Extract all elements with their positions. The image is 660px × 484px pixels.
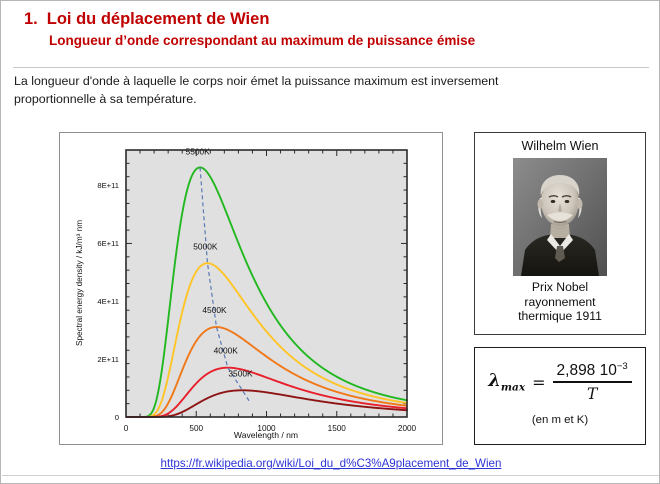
curve-4000K bbox=[125, 366, 408, 418]
plot-frame bbox=[125, 149, 408, 418]
curve-label-3500K: 3500K bbox=[228, 368, 253, 378]
body-line-2: proportionnelle à sa température. bbox=[14, 91, 197, 106]
wien-peak-locus bbox=[199, 167, 251, 404]
title-text: Loi du déplacement de Wien bbox=[46, 10, 270, 28]
x-axis-tick-labels: 0 500 1000 1500 2000 bbox=[124, 424, 417, 433]
fraction-denominator: T bbox=[586, 385, 598, 404]
wikipedia-source-link[interactable]: https://fr.wikipedia.org/wiki/Loi_du_d%C… bbox=[160, 457, 502, 470]
fraction-numerator: 2,898 10−3 bbox=[553, 362, 632, 380]
x-tick-label: 500 bbox=[189, 424, 203, 433]
curve-label-4500K: 4500K bbox=[202, 305, 227, 315]
y-axis-tick-labels: 0 2E+11 4E+11 6E+11 8E+11 bbox=[97, 181, 119, 422]
source-link-container: https://fr.wikipedia.org/wiki/Loi_du_d%C… bbox=[1, 454, 660, 472]
body-paragraph: La longueur d'onde à laquelle le corps n… bbox=[14, 73, 648, 109]
wilhelm-wien-card: Wilhelm Wien bbox=[474, 132, 646, 335]
y-tick-label: 2E+11 bbox=[97, 355, 119, 364]
curve-label-5000K: 5000K bbox=[193, 241, 218, 251]
x-tick-label: 1000 bbox=[257, 424, 276, 433]
formula-units-note: (en m et K) bbox=[531, 414, 589, 427]
page-title: 1. Loi du déplacement de Wien bbox=[2, 2, 659, 29]
curve-3500K bbox=[125, 389, 408, 418]
y-tick-label: 6E+11 bbox=[97, 239, 119, 248]
header-divider bbox=[13, 67, 649, 68]
y-axis-title: Spectral energy density / kJ/m³ nm bbox=[75, 220, 84, 346]
chart-svg: 5500K 5000K 4500K 4000K 3500K 0 2E+11 4E+11 6E+… bbox=[60, 133, 442, 444]
x-tick-label: 1500 bbox=[328, 424, 347, 433]
header: 1. Loi du déplacement de Wien Longueur d… bbox=[2, 2, 659, 48]
nobel-caption-line-1: Prix Nobel bbox=[531, 280, 589, 295]
x-axis-title: Wavelength / nm bbox=[234, 430, 298, 440]
x-tick-label: 0 bbox=[124, 424, 129, 433]
numerator-mantissa: 2,898 10 bbox=[556, 362, 617, 380]
page-subtitle: Longueur d’onde correspondant au maximum… bbox=[49, 33, 476, 48]
x-tick-label: 2000 bbox=[398, 424, 417, 433]
curve-4500K bbox=[125, 326, 408, 418]
portrait-photo bbox=[513, 158, 607, 277]
y-tick-label: 8E+11 bbox=[97, 181, 119, 190]
nobel-caption: Prix Nobel rayonnement thermique 1911 bbox=[475, 276, 645, 323]
curve-5500K bbox=[125, 166, 408, 418]
spectral-curves bbox=[125, 166, 408, 418]
nobel-caption-line-2: rayonnement bbox=[524, 294, 596, 309]
numerator-exponent: −3 bbox=[616, 361, 628, 372]
scientist-name: Wilhelm Wien bbox=[521, 139, 599, 153]
body-line-1: La longueur d'onde à laquelle le corps n… bbox=[14, 74, 499, 88]
blackbody-spectrum-chart: 5500K 5000K 4500K 4000K 3500K 0 2E+11 4E+11 6E+… bbox=[59, 132, 443, 445]
fraction: 2,898 10−3 T bbox=[552, 362, 632, 404]
nobel-caption-line-3: thermique 1911 bbox=[518, 309, 602, 324]
curve-label-4000K: 4000K bbox=[214, 346, 239, 356]
lambda-subscript: max bbox=[500, 381, 526, 394]
wien-law-formula-card: λmax = 2,898 10−3 T (en m et K) bbox=[474, 347, 646, 445]
title-number: 1. bbox=[24, 10, 38, 28]
y-tick-label: 4E+11 bbox=[97, 297, 119, 306]
curve-label-5500K: 5500K bbox=[186, 146, 211, 156]
fraction-bar bbox=[552, 381, 632, 384]
formula-expression: λmax = 2,898 10−3 T bbox=[475, 348, 645, 402]
footer-divider bbox=[2, 475, 659, 476]
equals-sign: = bbox=[532, 372, 546, 392]
y-tick-label: 0 bbox=[115, 413, 119, 422]
lambda-max-symbol: λmax bbox=[488, 370, 525, 394]
curve-5000K bbox=[125, 262, 408, 418]
curve-labels: 5500K 5000K 4500K 4000K 3500K bbox=[186, 146, 253, 378]
lambda-glyph: λ bbox=[488, 370, 501, 392]
